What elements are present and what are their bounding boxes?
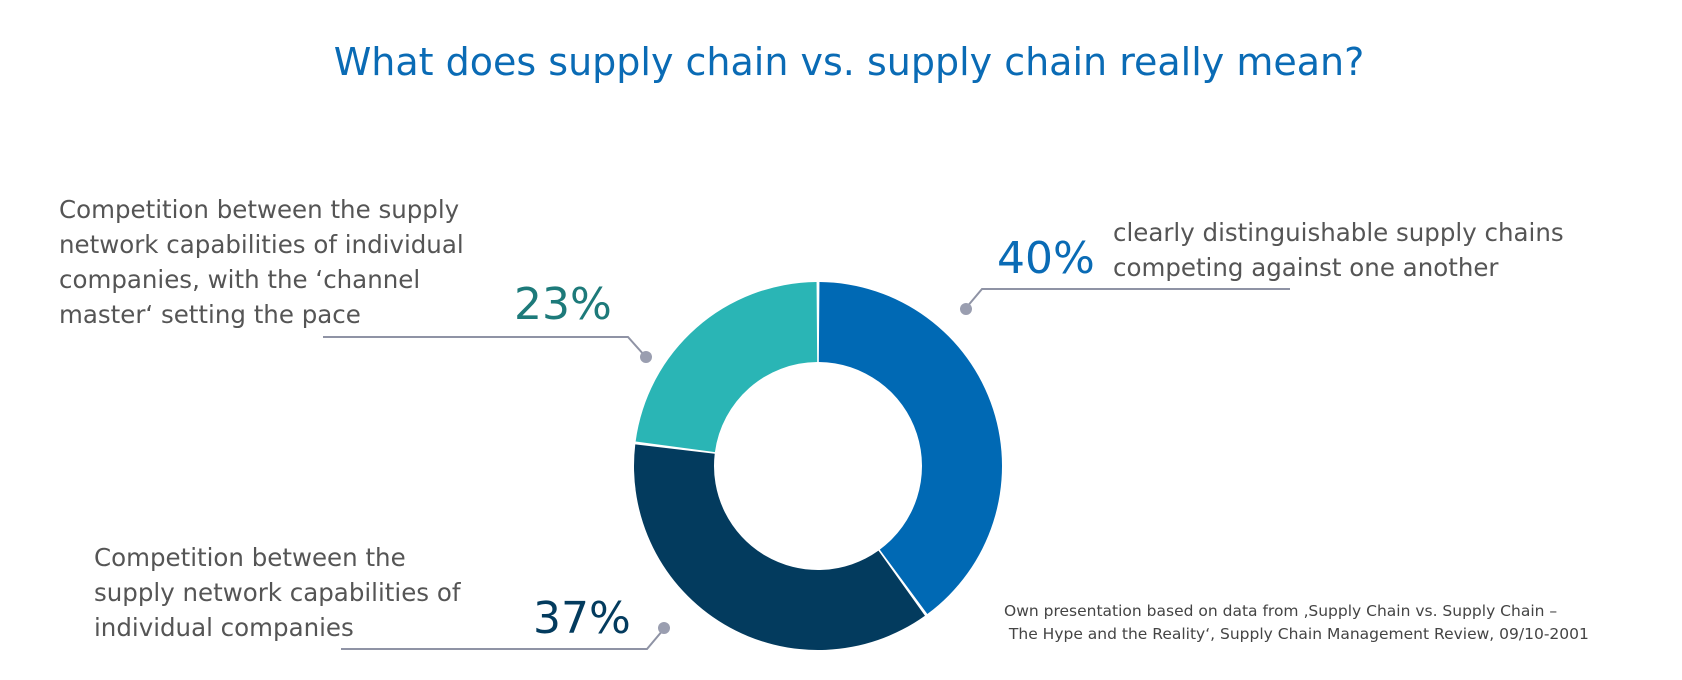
slice-2-description-line-3: individual companies <box>94 613 354 642</box>
chart-title: What does supply chain vs. supply chain … <box>334 40 1365 84</box>
slice-2-value-label: 37% <box>533 593 631 644</box>
slice-1-annotation: 40% clearly distinguishable supply chain… <box>960 218 1571 315</box>
source-note-line-1: Own presentation based on data from ‚Sup… <box>1004 602 1557 620</box>
source-note: Own presentation based on data from ‚Sup… <box>1004 602 1589 643</box>
slice-3-leader-dot <box>640 351 652 363</box>
slice-3-description-line-2: network capabilities of individual <box>59 230 464 259</box>
source-note-line-2: The Hype and the Reality‘, Supply Chain … <box>1004 625 1589 643</box>
slice-1-description: clearly distinguishable supply chains co… <box>1113 218 1571 282</box>
slice-1-description-line-2: competing against one another <box>1113 253 1499 282</box>
donut-slice-3 <box>635 282 818 453</box>
slice-1-value-label: 40% <box>997 233 1095 284</box>
slice-3-description-line-1: Competition between the supply <box>59 195 459 224</box>
slice-1-leader-dot <box>960 303 972 315</box>
slice-2-leader-dot <box>658 622 670 634</box>
donut-slice-1 <box>818 282 1003 615</box>
slice-3-annotation: 23% Competition between the supply netwo… <box>59 195 652 363</box>
slice-3-value-label: 23% <box>514 279 612 330</box>
slice-2-description-line-2: supply network capabilities of <box>94 578 462 607</box>
slice-3-description-line-4: master‘ setting the pace <box>59 300 361 329</box>
slice-3-description-line-3: companies, with the ‘channel <box>59 265 420 294</box>
donut-slice-2 <box>633 444 925 651</box>
slice-2-leader-line <box>341 629 664 650</box>
donut-slices <box>633 282 1003 651</box>
slice-2-description: Competition between the supply network c… <box>94 543 468 642</box>
slice-1-description-line-1: clearly distinguishable supply chains <box>1113 218 1564 247</box>
slice-3-description: Competition between the supply network c… <box>59 195 471 329</box>
slice-2-annotation: 37% Competition between the supply netwo… <box>94 543 670 650</box>
slice-3-leader-line <box>323 336 646 357</box>
slice-2-description-line-1: Competition between the <box>94 543 406 572</box>
slice-1-leader-line <box>965 288 1290 309</box>
